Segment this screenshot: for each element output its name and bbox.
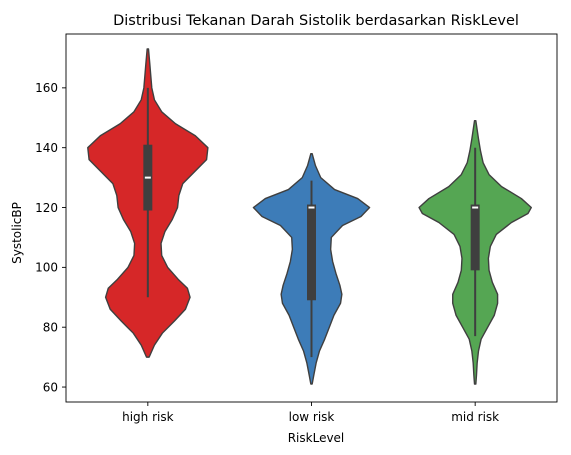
iqr-box-mid-risk: [470, 204, 480, 271]
y-axis: 60 80 100 120 140 160: [35, 81, 66, 394]
x-axis-label: RiskLevel: [288, 431, 345, 445]
y-tick-label: 120: [35, 201, 58, 215]
x-axis: high risk low risk mid risk: [122, 402, 499, 424]
plot-area: [87, 48, 532, 385]
y-tick-label: 140: [35, 141, 58, 155]
iqr-box-low-risk: [307, 204, 316, 301]
y-tick-label: 160: [35, 81, 58, 95]
x-tick-label: mid risk: [451, 410, 499, 424]
y-tick-label: 80: [43, 321, 58, 335]
chart-title: Distribusi Tekanan Darah Sistolik berdas…: [113, 13, 519, 29]
x-tick-label: low risk: [289, 410, 335, 424]
y-tick-label: 100: [35, 261, 58, 275]
x-tick-label: high risk: [122, 410, 173, 424]
y-axis-label: SystolicBP: [10, 202, 24, 264]
y-tick-label: 60: [43, 380, 58, 394]
